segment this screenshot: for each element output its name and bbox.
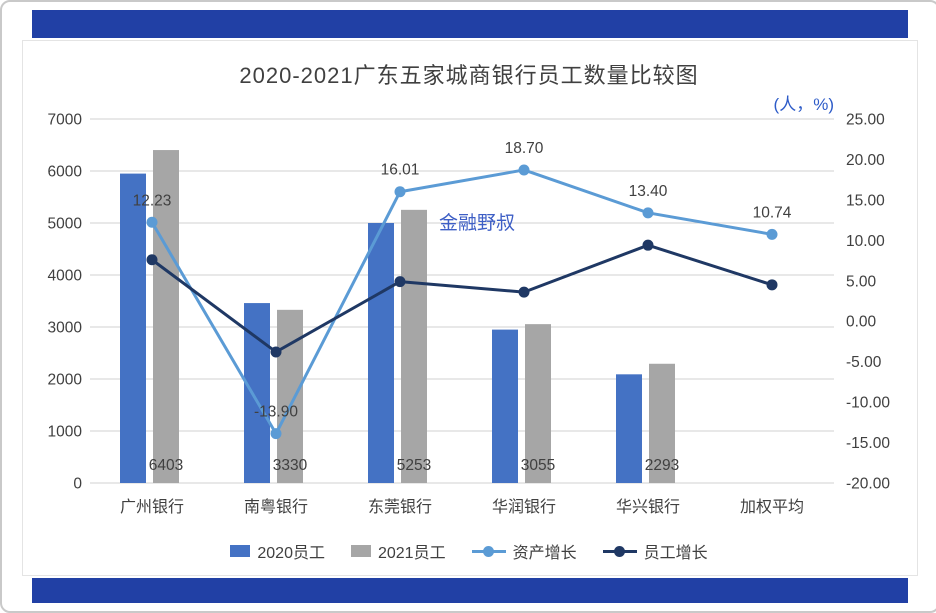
x-axis-label: 加权平均 [740, 498, 804, 516]
marker-资产增长-加权平均 [766, 228, 778, 240]
legend-bar-swatch [350, 545, 371, 557]
marker-资产增长-广州银行 [146, 216, 158, 228]
left-axis-tick: 0 [73, 476, 82, 493]
marker-员工增长-华润银行 [518, 286, 530, 298]
bar-label: 3055 [521, 457, 555, 474]
marker-员工增长-华兴银行 [642, 239, 654, 251]
bar-2021员工-华兴银行 [649, 363, 675, 483]
line-label: 13.40 [629, 183, 668, 200]
marker-资产增长-华润银行 [518, 164, 530, 176]
chart-title: 2020-2021广东五家城商银行员工数量比较图 [239, 63, 699, 88]
chart-legend: 2020员工 2021员工 资产增长 员工增长 [22, 539, 916, 563]
line-label: 10.74 [753, 204, 792, 221]
x-axis-label: 华兴银行 [616, 498, 680, 516]
right-axis-tick: 20.00 [846, 152, 885, 169]
watermark-text: 金融野叔 [439, 213, 516, 234]
x-axis-label: 南粤银行 [244, 497, 308, 516]
left-axis-tick: 4000 [48, 268, 83, 285]
legend-label: 员工增长 [643, 545, 708, 562]
bar-2020员工-华兴银行 [616, 374, 642, 483]
line-员工增长 [151, 243, 773, 354]
line-label: 16.01 [381, 162, 420, 179]
marker-员工增长-东莞银行 [394, 276, 406, 288]
legend-line-swatch [471, 545, 506, 557]
right-axis-tick: 15.00 [846, 192, 885, 209]
bar-label: 3330 [273, 457, 308, 474]
legend-label: 资产增长 [512, 545, 577, 562]
left-axis-tick: 7000 [48, 112, 83, 129]
line-资产增长 [150, 168, 773, 436]
bar-label: 6403 [149, 457, 183, 474]
marker-资产增长-南粤银行 [270, 428, 282, 440]
legend-label: 2021员工 [377, 545, 446, 562]
marker-资产增长-东莞银行 [394, 186, 406, 198]
right-axis-tick: 10.00 [846, 233, 885, 250]
bar-2020员工-东莞银行 [368, 223, 394, 483]
left-axis-tick: 5000 [48, 216, 83, 233]
marker-员工增长-加权平均 [766, 279, 778, 291]
axis-unit-label: (人，%) [773, 95, 834, 114]
legend-item-3: 资产增长 [471, 539, 577, 563]
top-accent-bar [32, 10, 908, 38]
legend-label: 2020员工 [257, 545, 325, 562]
bar-2021员工-华润银行 [525, 324, 551, 483]
bar-2021员工-东莞银行 [401, 209, 427, 483]
right-axis-tick: -20.00 [846, 476, 890, 493]
line-label: -13.90 [254, 404, 298, 421]
bar-label: 5253 [397, 457, 431, 474]
right-axis-tick: 25.00 [846, 112, 885, 129]
left-axis-tick: 2000 [48, 372, 83, 389]
legend-line-swatch [602, 545, 637, 557]
marker-员工增长-南粤银行 [270, 346, 282, 358]
right-axis-tick: 0.00 [846, 314, 877, 331]
bar-label: 2293 [645, 457, 679, 474]
x-axis-label: 华润银行 [492, 498, 556, 516]
left-axis-tick: 6000 [48, 164, 83, 181]
bar-2020员工-广州银行 [120, 173, 146, 483]
left-axis-tick: 1000 [48, 424, 83, 441]
line-label: 12.23 [133, 192, 172, 209]
legend-item-4: 员工增长 [602, 539, 708, 563]
marker-资产增长-华兴银行 [642, 207, 654, 219]
right-axis-tick: -5.00 [846, 354, 882, 371]
legend-item-1: 2020员工 [230, 539, 325, 563]
marker-员工增长-广州银行 [146, 254, 158, 266]
left-axis-tick: 3000 [48, 320, 83, 337]
x-axis-label: 广州银行 [120, 498, 184, 516]
right-axis-tick: 5.00 [846, 273, 877, 290]
right-axis-tick: -10.00 [846, 395, 890, 412]
line-label: 18.70 [505, 140, 544, 157]
bar-2020员工-华润银行 [492, 329, 518, 483]
bottom-accent-bar [32, 578, 908, 603]
x-axis-label: 东莞银行 [368, 498, 432, 516]
right-axis-tick: -15.00 [846, 435, 890, 452]
legend-item-2: 2021员工 [350, 539, 446, 563]
legend-bar-swatch [230, 545, 251, 557]
bar-2021员工-广州银行 [153, 150, 179, 483]
